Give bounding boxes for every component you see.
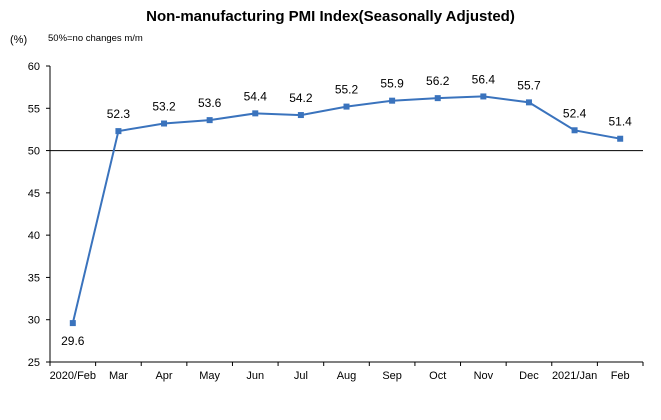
data-label: 55.7 [517, 78, 541, 92]
data-point [389, 97, 396, 104]
data-point [206, 117, 213, 124]
data-label: 54.2 [289, 91, 313, 105]
data-label: 55.9 [380, 77, 404, 91]
chart-title: Non-manufacturing PMI Index(Seasonally A… [146, 8, 515, 25]
series-line [71, 95, 621, 324]
data-point [571, 127, 578, 134]
x-tick-label: Jun [246, 370, 264, 382]
data-label: 54.4 [244, 89, 268, 103]
x-tick-label: Sep [382, 370, 402, 382]
x-tick-label: 2021/Jan [552, 370, 597, 382]
data-label: 51.4 [609, 115, 633, 129]
x-tick-label: Oct [429, 370, 446, 382]
x-tick-label: Nov [474, 370, 494, 382]
data-label: 52.3 [107, 107, 131, 121]
y-tick-label: 45 [28, 188, 40, 200]
y-tick-label: 40 [28, 230, 40, 242]
y-tick-label: 55 [28, 103, 40, 115]
y-tick-label: 50 [28, 146, 40, 158]
data-point [297, 112, 304, 119]
y-tick-label: 30 [28, 315, 40, 327]
data-label: 56.4 [472, 72, 496, 86]
chart-note: 50%=no changes m/m [48, 33, 143, 44]
data-point [161, 120, 168, 127]
x-tick-label: May [199, 370, 220, 382]
data-point [69, 320, 76, 327]
data-point [252, 110, 259, 117]
data-label: 53.2 [152, 100, 176, 114]
x-tick-label: Apr [155, 370, 172, 382]
data-point [617, 135, 624, 142]
y-unit-label: (%) [10, 34, 28, 46]
x-tick-label: 2020/Feb [50, 370, 96, 382]
data-label: 29.6 [61, 334, 85, 348]
data-point [434, 95, 441, 102]
data-label: 53.6 [198, 96, 222, 110]
data-label: 52.4 [563, 106, 587, 120]
y-tick-label: 60 [28, 61, 40, 73]
y-tick-label: 35 [28, 272, 40, 284]
data-point [525, 99, 532, 106]
x-tick-label: Mar [109, 370, 128, 382]
x-tick-label: Jul [294, 370, 308, 382]
data-label: 56.2 [426, 74, 450, 88]
data-label: 55.2 [335, 83, 359, 97]
data-point [343, 103, 350, 110]
y-tick-label: 25 [28, 357, 40, 369]
data-point [480, 93, 487, 100]
x-tick-label: Feb [611, 370, 630, 382]
x-tick-label: Dec [519, 370, 539, 382]
x-tick-label: Aug [337, 370, 357, 382]
data-point [115, 128, 122, 135]
